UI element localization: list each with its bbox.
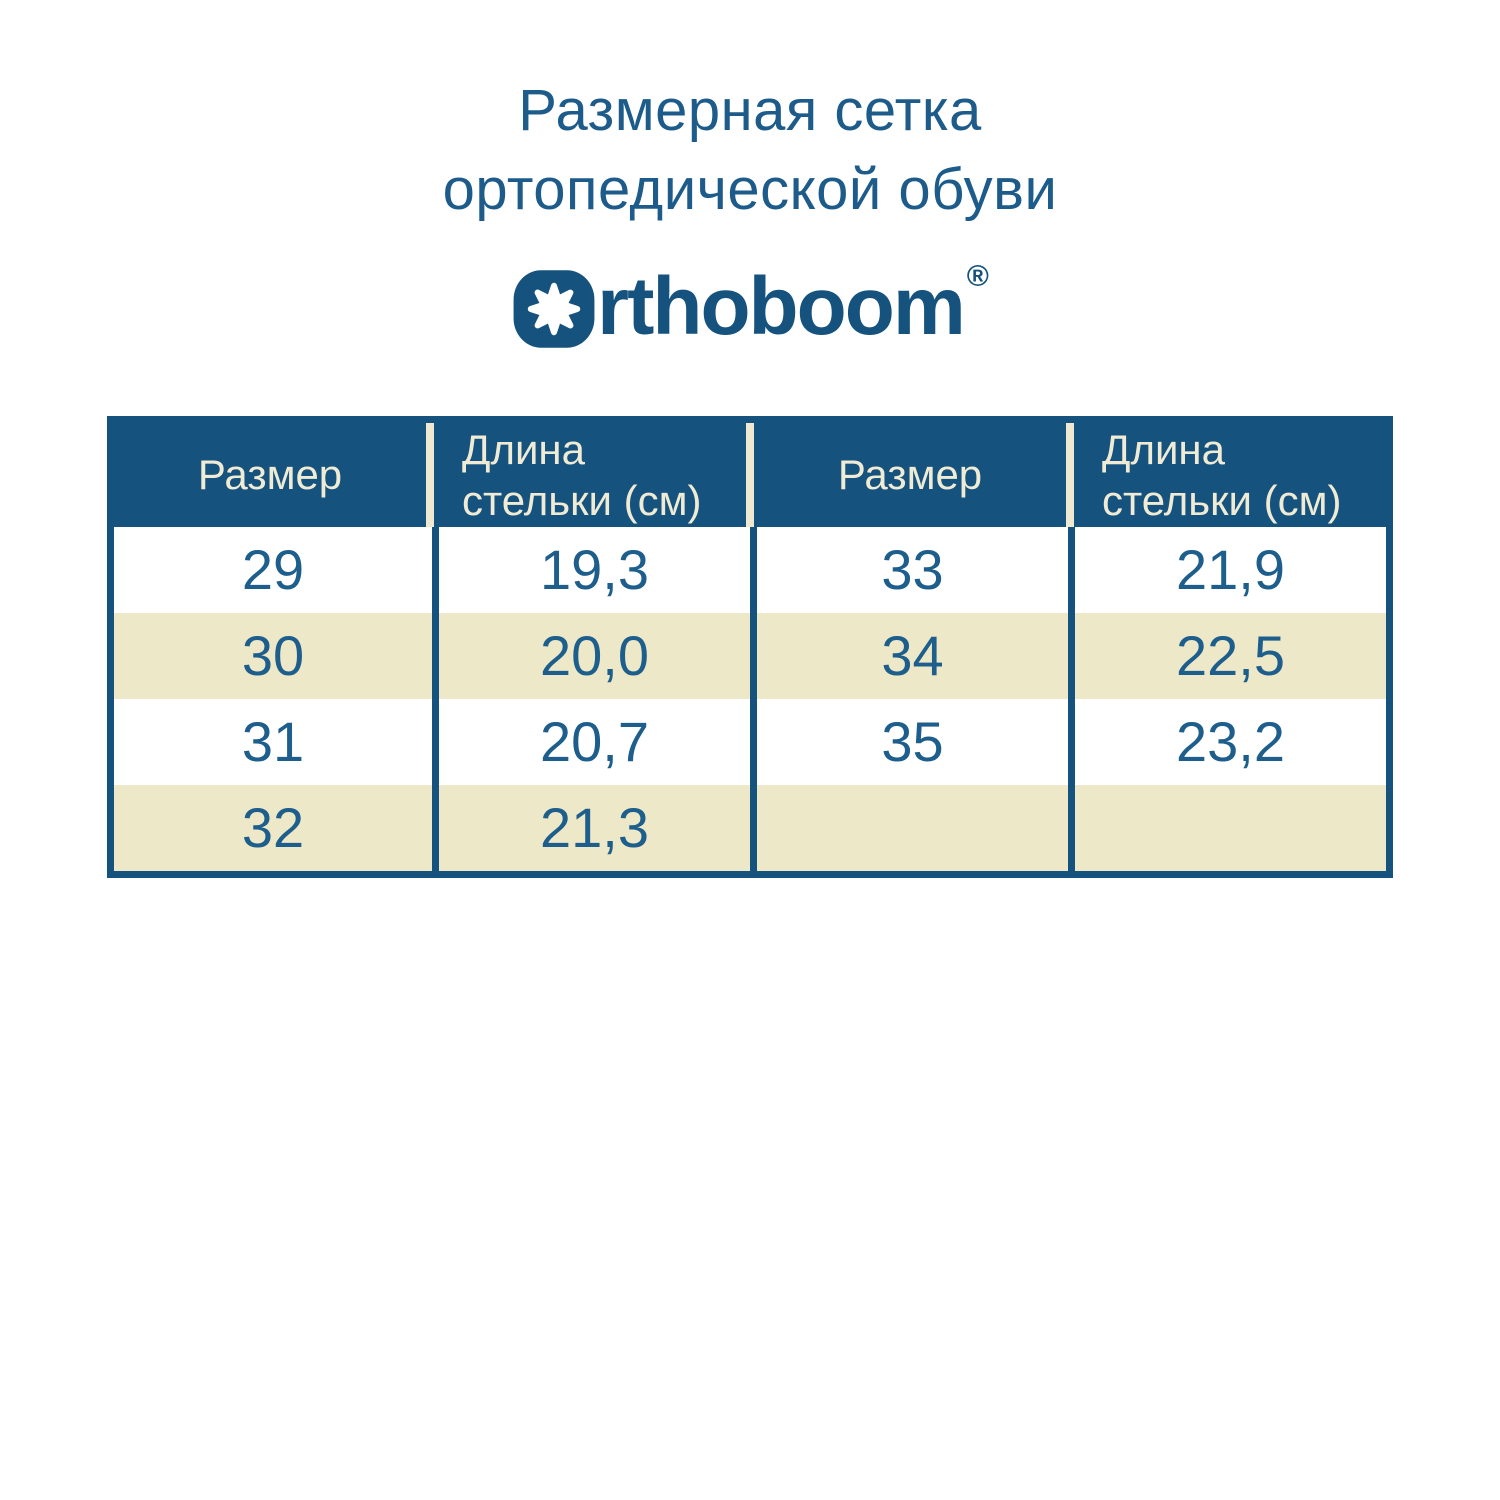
cell-size: 34: [750, 612, 1068, 699]
size-table: Размер Длина стельки (см) Размер Длина с…: [107, 415, 1393, 878]
size-table-header-row: Размер Длина стельки (см) Размер Длина с…: [114, 422, 1386, 527]
orthoboom-logo: rthoboom ®: [0, 259, 1500, 352]
table-row: 31 20,7 35 23,2: [114, 698, 1386, 785]
cell-insole-length: 23,2: [1068, 698, 1386, 785]
cell-size: 30: [241, 624, 305, 688]
cell-insole-length: 19,3: [432, 526, 750, 613]
header-cell-size-left: Размер: [114, 422, 426, 527]
table-row: 29 19,3 33 21,9: [114, 526, 1386, 613]
orthoboom-logo-text: rthoboom: [597, 260, 966, 352]
cell-size: 29: [241, 538, 305, 602]
cell-size: 33: [750, 526, 1068, 613]
cell-insole-length: 21,3: [432, 784, 750, 871]
header-cell-insole-length-left: Длина стельки (см): [434, 422, 746, 527]
table-row: 30 20,0 34 22,5: [114, 612, 1386, 699]
registered-trademark-symbol: ®: [966, 259, 989, 293]
page-title-line2: ортопедической обуви: [442, 156, 1058, 222]
cell-insole-length: 20,0: [432, 612, 750, 699]
cell-insole-length: 22,5: [1068, 612, 1386, 699]
page-title: Размерная сетка ортопедической обуви: [0, 0, 1500, 230]
cell-insole-length: 21,9: [1068, 526, 1386, 613]
cell-size: 35: [750, 698, 1068, 785]
cell-size: [750, 784, 1068, 871]
header-cell-insole-length-right: Длина стельки (см): [1074, 422, 1386, 527]
table-row: 32 21,3: [114, 784, 1386, 871]
cell-size: 31: [241, 710, 305, 774]
cell-insole-length: [1068, 784, 1386, 871]
orthoboom-star-icon: [513, 270, 595, 348]
header-cell-size-right: Размер: [754, 422, 1066, 527]
cell-insole-length: 20,7: [432, 698, 750, 785]
cell-size: 32: [241, 796, 305, 860]
page-title-line1: Размерная сетка: [518, 78, 982, 143]
size-table-body: 29 19,3 33 21,9 30 20,0 34 22,5 31 20,7 …: [114, 526, 1386, 871]
